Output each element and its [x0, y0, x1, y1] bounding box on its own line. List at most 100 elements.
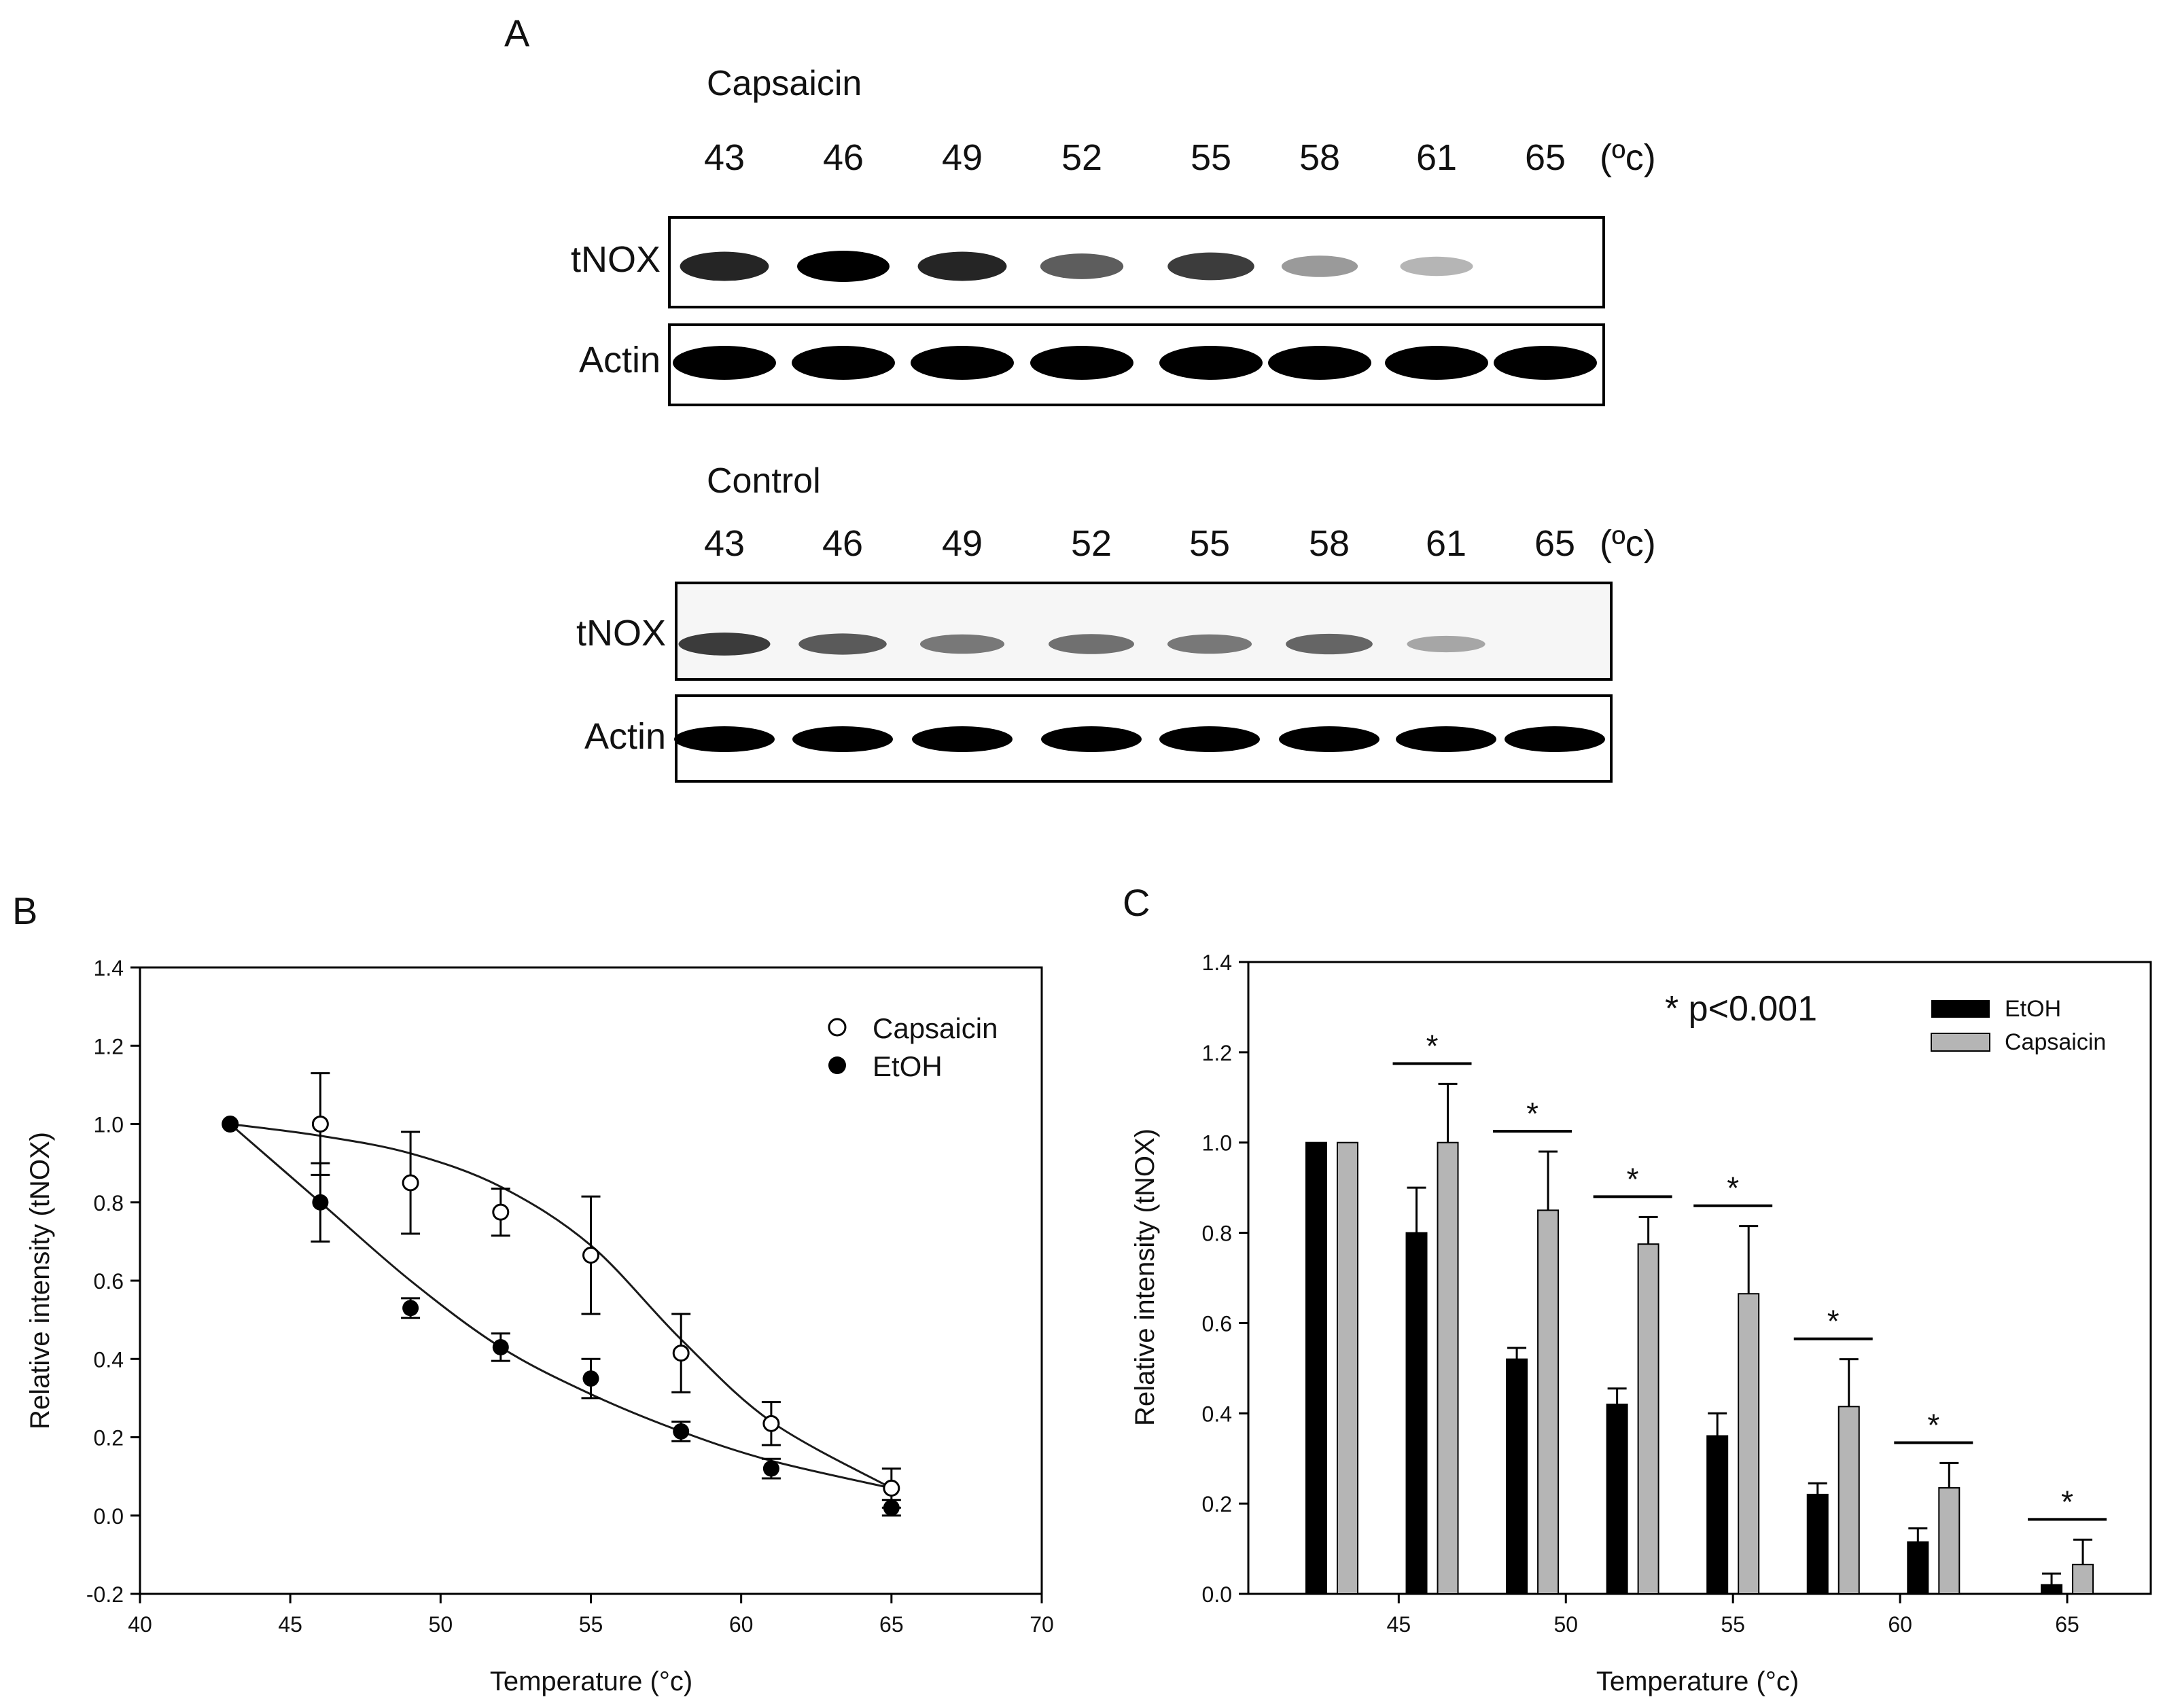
temperature-unit: (ºc) [1600, 523, 1656, 564]
significance-asterisk: * [1927, 1407, 1939, 1442]
blot-band [1167, 634, 1252, 654]
fit-curve-etoh [229, 1123, 892, 1489]
blot-row-label-actin: Actin [579, 340, 661, 380]
blot-row-label-tnox: tNOX [576, 613, 666, 654]
x-axis-ticks: 45 50 55 60 65 [1387, 1594, 2079, 1637]
band-row-actin [674, 726, 1605, 752]
blot-strip-tnox [675, 582, 1613, 681]
data-point-etoh [673, 1423, 690, 1440]
data-point-capsaicin [582, 1247, 599, 1264]
bar-etoh [1405, 1232, 1428, 1595]
blot-band [912, 726, 1013, 752]
legend-swatch-etoh [1931, 1000, 1990, 1018]
data-point-capsaicin [311, 1116, 329, 1133]
blot-band [1159, 726, 1260, 752]
blot-band [792, 726, 893, 752]
blot-band [798, 633, 887, 655]
temperature-label: 58 [1309, 523, 1350, 564]
blot-band [792, 346, 895, 380]
data-point-capsaicin [762, 1415, 780, 1432]
bar-capsaicin [1738, 1293, 1760, 1595]
x-tick-label: 60 [729, 1612, 754, 1637]
x-tick-label: 70 [1030, 1612, 1054, 1637]
temperature-label: 43 [704, 137, 745, 178]
data-point-capsaicin [402, 1174, 419, 1192]
panel-c-letter: C [1123, 881, 1150, 924]
x-tick-label: 55 [579, 1612, 603, 1637]
legend-marker-etoh [828, 1056, 846, 1074]
blot-row-label-tnox: tNOX [571, 239, 661, 280]
chart-c-frame [1247, 961, 2152, 1595]
y-tick-label: 0.2 [1202, 1492, 1232, 1516]
bar-etoh [2041, 1584, 2063, 1595]
blot-band [1407, 635, 1485, 653]
legend-label-etoh: EtOH [873, 1050, 943, 1082]
blot-band [919, 634, 1005, 654]
y-tick-label: 1.0 [94, 1113, 124, 1137]
legend-swatch-capsaicin [1931, 1033, 1990, 1052]
data-point-capsaicin [883, 1479, 900, 1497]
temperature-label: 46 [823, 137, 864, 178]
fit-curve-capsaicin [230, 1123, 892, 1489]
bar-capsaicin [1336, 1141, 1358, 1595]
data-point-etoh [312, 1194, 329, 1211]
temperature-label: 46 [822, 523, 863, 564]
blot-band [1396, 726, 1496, 752]
temperature-unit: (ºc) [1600, 137, 1656, 178]
y-axis-label: Relative intensity (tNOX) [25, 1132, 55, 1429]
blot-band [1041, 726, 1142, 752]
fit-curves [229, 1123, 892, 1489]
blot-band [1286, 633, 1373, 655]
data-point-etoh [492, 1338, 509, 1355]
temperature-label-row: 43 46 49 52 55 58 61 65 (ºc) [704, 137, 1656, 178]
significance-asterisk: * [2061, 1484, 2073, 1519]
blot-band [678, 633, 771, 656]
bar-etoh [1606, 1404, 1628, 1595]
chart-b: -0.2 0.0 0.2 0.4 0.6 0.8 1.0 1.2 1.4 40 45 50 55 60 6… [25, 956, 1054, 1696]
y-tick-label: 1.2 [94, 1034, 124, 1058]
significance-asterisk: * [1827, 1304, 1840, 1339]
panel-b-letter: B [12, 889, 37, 932]
blot-band [673, 346, 776, 380]
blot-band [1159, 346, 1263, 380]
blot-band [797, 251, 890, 282]
blot-band [1268, 346, 1371, 380]
bars [1305, 1141, 2094, 1595]
blot-band [1505, 726, 1605, 752]
x-tick-label: 45 [278, 1612, 302, 1637]
blot-band [674, 726, 775, 752]
blot-row-label-actin: Actin [584, 716, 666, 757]
temperature-label: 61 [1416, 137, 1457, 178]
y-tick-label: 0.6 [94, 1269, 124, 1294]
temperature-label: 49 [942, 523, 983, 564]
y-tick-label: 0.8 [1202, 1222, 1232, 1246]
y-tick-label: 0.0 [94, 1504, 124, 1529]
band-row-tnox [680, 251, 1473, 282]
blot-condition-label: Control [707, 461, 821, 501]
temperature-label: 43 [704, 523, 745, 564]
y-tick-label: -0.2 [86, 1582, 124, 1607]
chart-c-legend: EtOH Capsaicin [1931, 996, 2106, 1055]
y-axis-ticks: -0.2 0.0 0.2 0.4 0.6 0.8 1.0 1.2 1.4 [86, 956, 140, 1607]
x-tick-label: 55 [1721, 1612, 1745, 1637]
bar-capsaicin [1938, 1487, 1960, 1595]
bar-capsaicin [1637, 1243, 1659, 1595]
significance-note: * p<0.001 [1665, 989, 1817, 1029]
data-point-etoh [582, 1370, 599, 1387]
data-point-etoh [402, 1300, 419, 1317]
y-axis-label: Relative intensity (tNOX) [1130, 1128, 1160, 1426]
bar-capsaicin [1437, 1141, 1459, 1595]
legend-label-etoh: EtOH [2005, 996, 2061, 1022]
data-point-capsaicin [672, 1345, 690, 1362]
bar-etoh [1506, 1358, 1528, 1595]
y-tick-label: 0.6 [1202, 1311, 1232, 1336]
band-row-actin [673, 346, 1597, 380]
x-axis-label: Temperature (°c) [490, 1667, 692, 1696]
blot-band [1494, 346, 1597, 380]
data-point-etoh [883, 1499, 900, 1516]
significance-markers: * * * * * * * [1392, 1028, 2107, 1521]
bar-capsaicin [1837, 1406, 1860, 1595]
temperature-label: 61 [1426, 523, 1466, 564]
band-row-tnox [678, 633, 1485, 656]
